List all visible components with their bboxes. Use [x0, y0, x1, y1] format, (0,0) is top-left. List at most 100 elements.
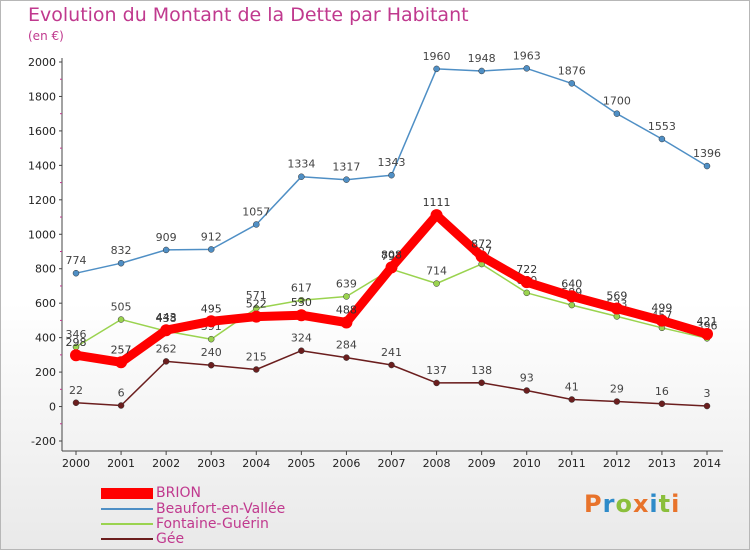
y-tick-label: -200: [31, 435, 56, 448]
data-point-beaufort: [568, 80, 576, 87]
data-point-fontaine: [343, 293, 350, 300]
data-point-brion: [70, 349, 82, 362]
data-label-fontaine: 714: [426, 265, 447, 278]
data-label-beaufort: 832: [111, 244, 132, 257]
data-label-brion: 522: [246, 298, 267, 311]
y-tick-label: 2000: [28, 56, 56, 69]
y-tick-label: 1000: [28, 228, 56, 241]
data-point-gee: [388, 361, 395, 369]
data-label-beaufort: 1334: [287, 158, 315, 171]
logo-letter: r: [602, 490, 616, 518]
data-label-gee: 215: [246, 351, 267, 364]
data-point-beaufort: [72, 269, 80, 277]
data-point-beaufort: [433, 65, 440, 73]
data-point-brion: [250, 310, 263, 323]
data-point-fontaine: [298, 297, 305, 304]
data-point-beaufort: [162, 246, 170, 254]
legend-item-brion: BRION: [101, 485, 201, 501]
y-tick-label: 400: [35, 332, 56, 345]
data-point-beaufort: [343, 176, 350, 183]
legend-swatch-beaufort: [101, 508, 153, 510]
logo-letter: i: [671, 490, 681, 518]
data-label-gee: 240: [201, 346, 222, 359]
data-point-brion: [520, 276, 533, 289]
x-tick-label: 2000: [62, 457, 90, 470]
data-label-fontaine: 505: [111, 301, 132, 314]
x-tick-label: 2007: [378, 457, 406, 470]
data-label-gee: 284: [336, 339, 357, 352]
data-label-brion: 421: [697, 315, 718, 328]
data-point-beaufort: [658, 135, 666, 143]
data-label-brion: 722: [516, 263, 537, 276]
data-label-gee: 3: [704, 387, 711, 400]
legend-label-beaufort: Beaufort-en-Vallée: [156, 501, 286, 517]
data-point-fontaine: [207, 335, 215, 343]
data-label-brion: 495: [201, 302, 222, 315]
data-label-fontaine: 571: [246, 289, 267, 302]
data-label-gee: 93: [520, 372, 534, 385]
x-tick-label: 2013: [648, 457, 676, 470]
legend-item-gee: Gée: [101, 531, 184, 547]
data-point-brion: [610, 302, 623, 315]
data-label-beaufort: 1876: [558, 64, 586, 77]
data-point-brion: [115, 356, 128, 369]
data-point-gee: [117, 402, 125, 409]
data-label-gee: 138: [471, 364, 492, 377]
data-label-gee: 22: [69, 384, 83, 397]
proxiti-logo: Proxiti: [584, 490, 680, 518]
data-point-gee: [703, 402, 711, 410]
data-label-beaufort: 774: [66, 254, 87, 267]
legend-item-fontaine: Fontaine-Guérin: [101, 516, 269, 532]
data-label-beaufort: 1343: [378, 156, 406, 169]
data-point-brion: [295, 309, 308, 322]
data-point-fontaine: [523, 289, 530, 297]
data-label-brion: 298: [66, 336, 87, 349]
data-point-gee: [343, 354, 350, 361]
y-tick-label: 0: [49, 401, 56, 414]
legend-swatch-fontaine: [101, 523, 153, 525]
data-point-brion: [701, 328, 713, 341]
legend-item-beaufort: Beaufort-en-Vallée: [101, 501, 285, 517]
data-label-beaufort: 1960: [423, 50, 451, 63]
data-point-beaufort: [388, 171, 395, 179]
data-label-brion: 443: [156, 311, 177, 324]
data-label-brion: 1111: [423, 196, 451, 209]
data-point-brion: [565, 290, 578, 303]
data-label-fontaine: 617: [291, 281, 312, 294]
data-label-fontaine: 639: [336, 277, 357, 290]
data-point-gee: [253, 366, 260, 373]
x-tick-label: 2008: [423, 457, 451, 470]
data-label-gee: 241: [381, 346, 402, 359]
legend-label-brion: BRION: [156, 485, 201, 501]
data-label-beaufort: 1057: [242, 205, 270, 218]
data-label-beaufort: 1700: [603, 95, 631, 108]
data-label-gee: 6: [118, 387, 125, 400]
data-point-gee: [613, 398, 621, 405]
data-point-gee: [207, 361, 215, 369]
data-label-brion: 808: [381, 248, 402, 261]
x-tick-label: 2010: [513, 457, 541, 470]
data-point-beaufort: [523, 65, 530, 72]
legend-swatch-brion: [101, 487, 153, 499]
logo-letter: t: [658, 490, 672, 518]
data-point-brion: [205, 315, 218, 328]
data-point-beaufort: [478, 67, 485, 75]
data-point-gee: [523, 387, 530, 394]
data-label-brion: 488: [336, 303, 357, 316]
data-point-gee: [433, 379, 440, 387]
x-tick-label: 2002: [152, 457, 180, 470]
logo-letter: o: [615, 490, 633, 518]
data-label-beaufort: 1948: [468, 52, 496, 65]
x-tick-label: 2005: [287, 457, 315, 470]
x-tick-label: 2006: [332, 457, 360, 470]
x-tick-label: 2009: [468, 457, 496, 470]
chart-title: Evolution du Montant de la Dette par Hab…: [28, 4, 469, 26]
data-point-brion: [655, 314, 668, 327]
data-point-brion: [385, 261, 398, 274]
data-point-gee: [478, 379, 485, 387]
data-label-brion: 530: [291, 296, 312, 309]
data-point-fontaine: [568, 301, 576, 309]
x-tick-label: 2001: [107, 457, 135, 470]
